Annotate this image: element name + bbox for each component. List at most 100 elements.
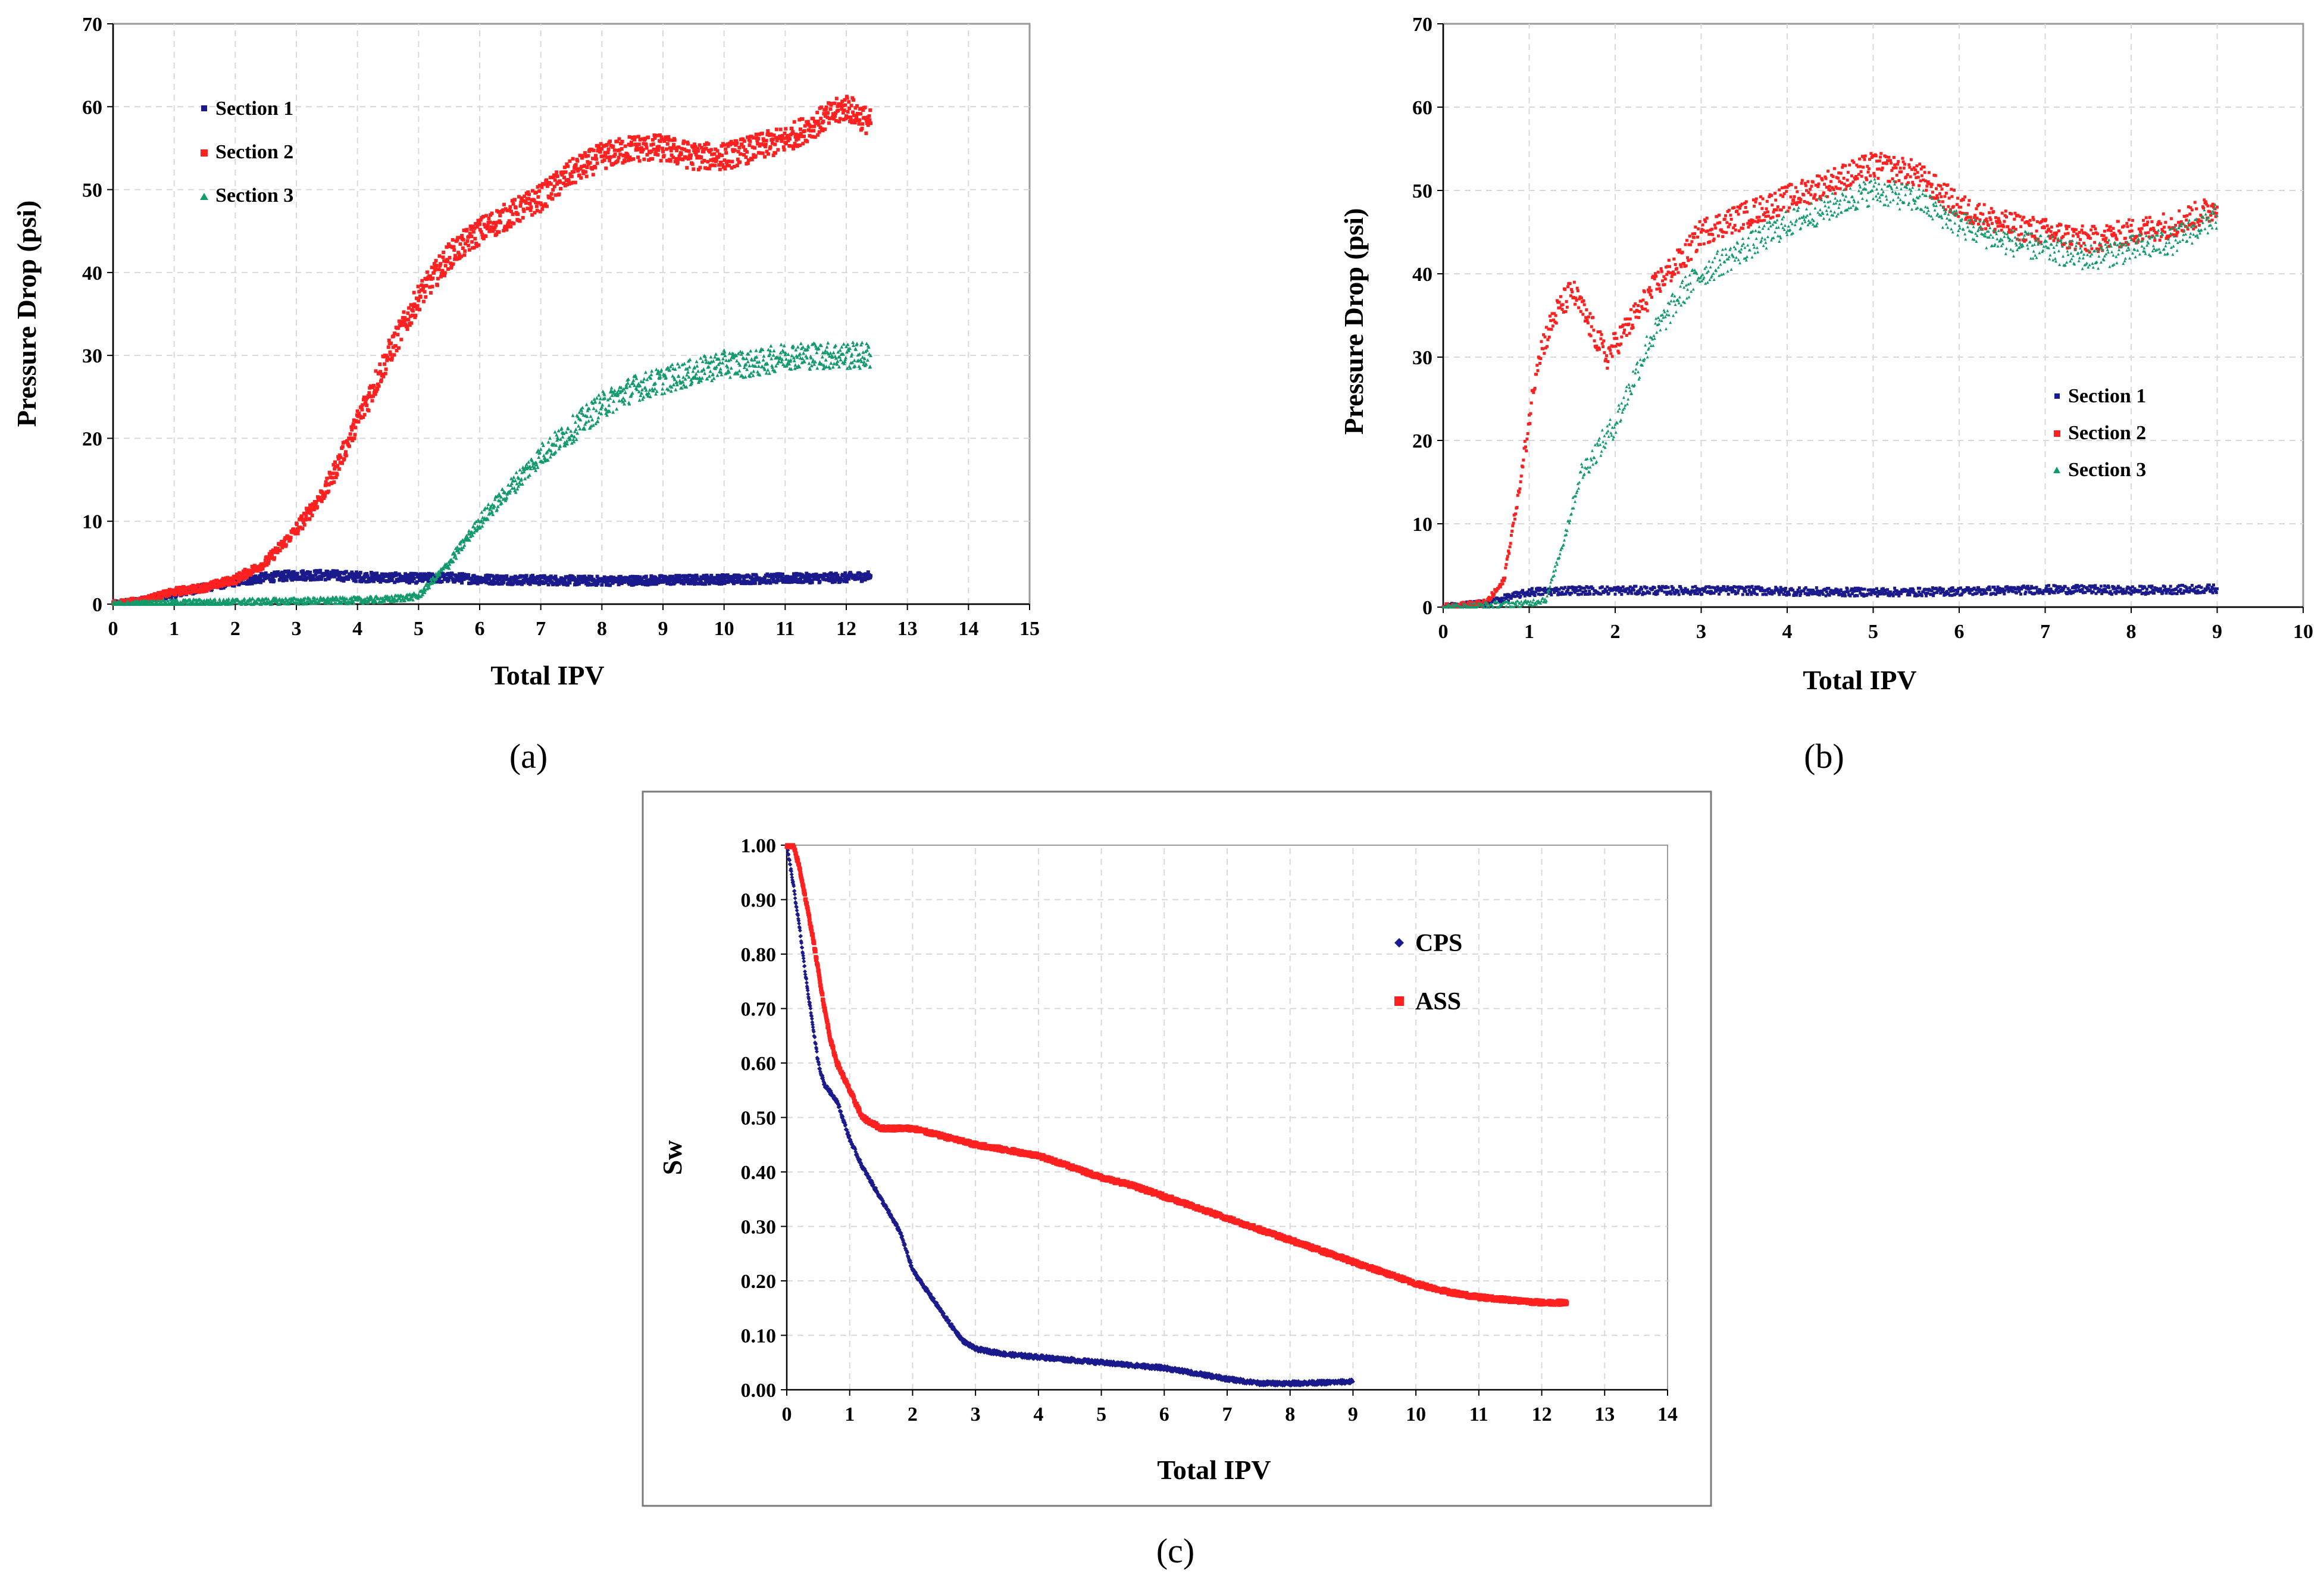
chart-a-series-2-point	[744, 155, 748, 160]
chart-a-series-2-point	[765, 149, 769, 154]
chart-a-series-2-point	[349, 436, 353, 440]
chart-a-series-2-point	[340, 445, 345, 449]
chart-a-series-2-point	[816, 119, 820, 123]
chart-b-series-1-point	[1645, 586, 1649, 589]
chart-a-series-2-point	[764, 142, 768, 146]
chart-a-series-1-point	[418, 579, 422, 583]
chart-a-series-1-point	[456, 578, 460, 582]
chart-a-series-1-point	[323, 577, 327, 582]
chart-a-series-2-point	[606, 151, 610, 155]
chart-a-series-2-point	[691, 145, 695, 149]
chart-a-series-2-point	[446, 260, 450, 264]
chart-a-series-2-point	[192, 590, 196, 594]
chart-a-ytick-label: 30	[82, 345, 102, 367]
chart-a-series-2-point	[726, 144, 730, 148]
chart-a-series-2-point	[751, 136, 755, 140]
chart-a-series-2-point	[592, 148, 596, 152]
chart-a-series-2-point	[434, 259, 438, 263]
chart-a-series-2-point	[774, 127, 778, 132]
chart-a-series-1-point	[407, 574, 411, 578]
chart-a-series-2-point	[655, 133, 659, 137]
chart-a-series-2-point	[665, 142, 670, 146]
chart-a-series-2-point	[635, 145, 639, 149]
chart-a-series-2-point	[608, 158, 612, 162]
chart-a-series-2-point	[620, 147, 624, 151]
chart-a-series-2-point	[379, 370, 383, 374]
chart-a-series-2-point	[402, 310, 406, 314]
chart-a-series-2-point	[443, 271, 447, 275]
chart-a-series-2-point	[351, 422, 355, 426]
chart-a-series-2-point	[847, 119, 852, 123]
chart-a-series-1-point	[590, 575, 594, 579]
chart-a-grid	[113, 24, 1030, 604]
chart-a-series-2-point	[388, 350, 392, 354]
chart-a-xtick-label: 7	[536, 618, 546, 640]
chart-a-series-2-point	[301, 518, 305, 523]
chart-a-series-2-point	[740, 143, 744, 147]
chart-a-series-1-point	[530, 573, 534, 577]
chart-a-series-2-point	[757, 132, 761, 136]
panel-label-a: (a)	[509, 737, 548, 776]
chart-a-series-1-point	[472, 574, 476, 578]
chart-a-series-2-point	[296, 528, 301, 532]
chart-a-series-2-point	[263, 558, 267, 562]
chart-b-xtick-label: 0	[1438, 621, 1449, 643]
chart-a-series-1-point	[404, 577, 408, 582]
chart-a-series-1-point	[803, 577, 808, 581]
chart-a-series-1-point	[693, 582, 697, 586]
chart-a-series-1-point	[422, 572, 426, 576]
chart-a-series-3-point	[146, 599, 151, 603]
chart-a-series-2-point	[329, 476, 333, 480]
chart-a-series-2-point	[721, 163, 725, 167]
chart-a-series-2-point	[861, 108, 865, 112]
chart-b-xtick-label: 4	[1782, 621, 1793, 643]
chart-a-series-2-point	[527, 196, 531, 201]
chart-a-series-2-point	[304, 514, 308, 518]
chart-a-series-1-point	[724, 580, 728, 584]
chart-a-series-1-point	[457, 572, 461, 576]
chart-a-series-1-point	[462, 577, 466, 582]
chart-a-series-2-point	[506, 224, 511, 229]
chart-a-series-1-point	[406, 576, 411, 580]
chart-a-series-1-point	[703, 582, 708, 586]
chart-a-series-2-point	[784, 136, 789, 140]
chart-b-series-1-point	[1627, 592, 1630, 595]
chart-a-series-2-point	[471, 230, 476, 234]
chart-a-series-3-point	[278, 602, 282, 606]
chart-a-points	[111, 95, 873, 606]
chart-b-xtick-label: 9	[2212, 621, 2222, 643]
chart-a-series-1-point	[668, 582, 673, 586]
chart-a-series-2-point	[630, 143, 634, 147]
chart-a-series-2-point	[845, 96, 849, 100]
chart-a-ytick-label: 40	[82, 262, 102, 285]
chart-a-series-1-point	[485, 573, 489, 577]
chart-a-series-2-point	[674, 157, 678, 161]
chart-a-series-2-point	[638, 137, 642, 142]
chart-a-series-2-point	[727, 164, 731, 168]
chart-a-series-1-point	[381, 579, 385, 583]
chart-a-series-2-point	[637, 159, 642, 163]
chart-b-series-1-point	[1653, 586, 1656, 589]
chart-a-series-1-point	[523, 577, 527, 581]
chart-a-series-2-point	[827, 117, 831, 121]
chart-a-series-1-point	[287, 569, 291, 573]
chart-a-series-2-point	[824, 107, 828, 111]
chart-a-series-2-point	[379, 378, 383, 382]
chart-a-series-1-point	[802, 580, 806, 584]
chart-a-series-2-point	[750, 158, 754, 162]
chart-a-series-2-point	[308, 517, 312, 521]
chart-a-series-2-point	[393, 331, 397, 335]
chart-a-series-1-point	[810, 580, 814, 584]
chart-a-series-1-point	[707, 582, 711, 586]
chart-a-series-2-point	[733, 148, 737, 152]
chart-a-series-2-point	[806, 128, 811, 132]
chart-a-series-2-point	[717, 152, 721, 157]
chart-a-series-2-point	[231, 578, 235, 582]
chart-a-series-2-point	[312, 504, 316, 508]
chart-a-series-2-point	[847, 100, 851, 104]
legend-a-label-1: Section 1	[215, 98, 293, 120]
chart-a-series-1-point	[417, 573, 421, 577]
chart-a-series-2-point	[452, 245, 456, 249]
chart-a-series-2-point	[792, 144, 796, 148]
chart-a-series-2-point	[374, 369, 378, 373]
